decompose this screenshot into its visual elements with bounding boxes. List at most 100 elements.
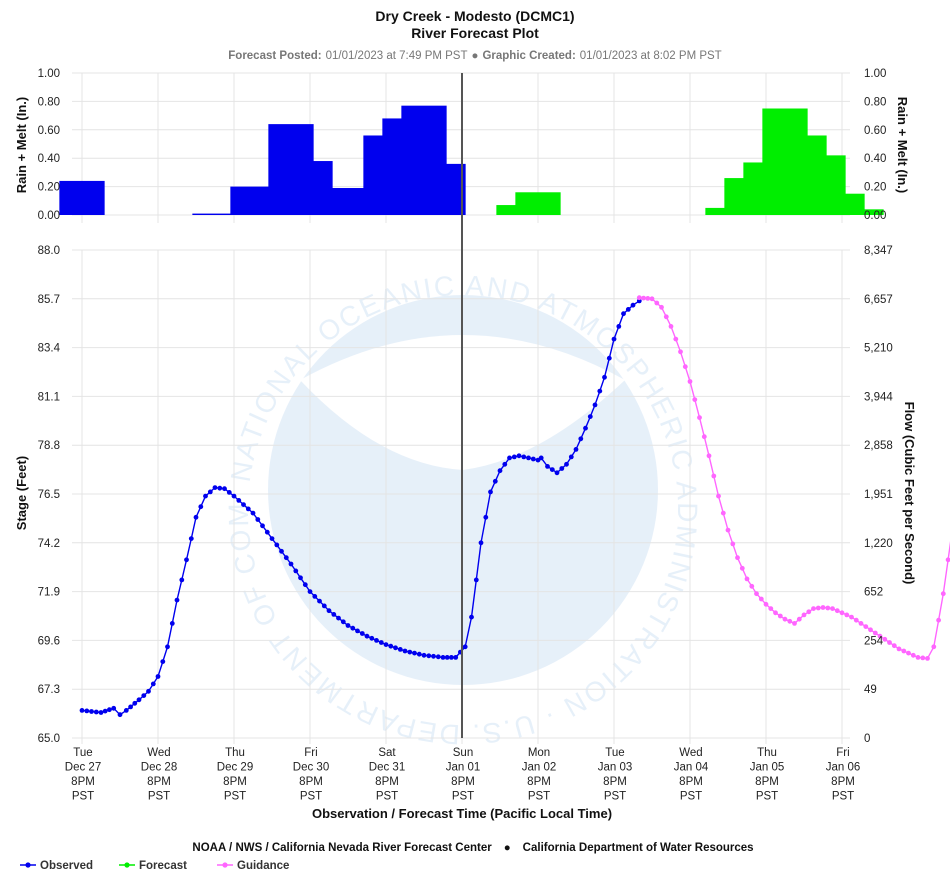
data-point-observed	[165, 644, 170, 650]
xtick-label: PST	[680, 791, 702, 803]
xtick-label: 8PM	[375, 776, 399, 788]
data-point-observed	[469, 614, 474, 620]
data-point-observed	[222, 486, 227, 492]
flow-ytick: 8,347	[864, 245, 893, 257]
flow-yticks-right: 0 49 254 652 1,220 1,951 2,858 3,944 5,210 6,657 8…	[864, 245, 893, 745]
data-point-guidance	[663, 314, 669, 320]
xtick-label: 8PM	[831, 776, 855, 788]
precip-ytick-right: 0.00	[864, 210, 886, 222]
data-point-observed	[583, 425, 588, 431]
data-point-guidance	[891, 643, 897, 649]
data-point-observed	[359, 631, 365, 636]
data-point-observed	[374, 638, 379, 643]
data-point-observed	[621, 311, 626, 317]
data-point-observed	[150, 681, 156, 687]
credit-right: California Department of Water Resources	[523, 842, 754, 854]
data-point-observed	[592, 402, 598, 408]
data-point-observed	[511, 454, 517, 460]
data-point-observed	[321, 603, 327, 609]
xtick-label: 8PM	[71, 776, 95, 788]
data-point-observed	[393, 645, 398, 651]
data-point-guidance	[754, 591, 759, 597]
data-point-observed	[198, 504, 204, 510]
data-point-guidance	[906, 650, 911, 656]
data-point-guidance	[853, 617, 859, 623]
data-point-observed	[587, 414, 593, 419]
precip-bar-forecast	[515, 192, 561, 215]
data-point-observed	[616, 324, 622, 329]
posted-line: Forecast Posted: 01/01/2023 at 7:49 PM PS…	[228, 50, 721, 62]
data-point-observed	[174, 597, 180, 603]
xtick-label: Thu	[225, 747, 245, 759]
data-point-observed	[236, 498, 242, 503]
data-point-observed	[283, 555, 289, 561]
legend-label: Forecast	[139, 860, 187, 872]
data-point-guidance	[768, 606, 774, 611]
flow-ytick: 6,657	[864, 294, 893, 306]
precip-ylabel-left: Rain + Melt (In.)	[14, 97, 29, 193]
xtick-label: Tue	[73, 747, 92, 759]
data-point-observed	[336, 615, 341, 621]
precip-bar-observed	[192, 213, 238, 215]
data-point-observed	[606, 355, 612, 361]
data-point-guidance	[725, 527, 731, 533]
data-point-guidance	[792, 621, 797, 626]
data-point-observed	[128, 704, 134, 710]
precip-ytick-left: 0.60	[38, 125, 60, 137]
data-point-guidance	[820, 605, 826, 610]
xtick-label: PST	[300, 791, 322, 803]
xtick-label: Jan 05	[750, 762, 785, 774]
data-point-observed	[483, 514, 489, 520]
data-point-guidance	[739, 565, 745, 571]
data-point-observed	[355, 628, 360, 634]
data-point-guidance	[877, 633, 883, 639]
flow-ytick: 5,210	[864, 343, 893, 355]
data-point-guidance	[868, 627, 873, 633]
data-point-observed	[538, 455, 544, 461]
stage-ytick: 85.7	[38, 294, 60, 306]
xtick-label: 8PM	[451, 776, 475, 788]
data-point-observed	[160, 659, 166, 664]
data-point-observed	[117, 712, 123, 718]
data-point-guidance	[654, 300, 660, 306]
data-point-observed	[269, 536, 275, 541]
data-point-guidance	[901, 648, 907, 654]
data-point-observed	[226, 490, 232, 495]
data-point-guidance	[701, 434, 707, 440]
data-point-guidance	[896, 646, 902, 652]
data-point-guidance	[758, 596, 764, 602]
xaxis-label: Observation / Forecast Time (Pacific Loc…	[312, 806, 612, 821]
xtick-label: Thu	[757, 747, 777, 759]
data-point-guidance	[936, 617, 941, 623]
header-bullet: ●	[472, 50, 479, 62]
data-point-guidance	[777, 613, 783, 619]
xtick-label: Jan 04	[674, 762, 709, 774]
stage-ytick: 67.3	[38, 684, 60, 696]
data-point-guidance	[910, 652, 916, 658]
flow-ytick: 1,951	[864, 489, 893, 501]
data-point-guidance	[945, 557, 950, 563]
xtick-label: Jan 01	[446, 762, 481, 774]
data-point-guidance	[915, 655, 921, 660]
data-point-observed	[212, 485, 218, 490]
data-point-observed	[578, 436, 584, 442]
data-point-guidance	[801, 612, 807, 618]
data-point-observed	[602, 374, 607, 380]
precip-ytick-left: 0.20	[38, 182, 60, 194]
data-point-observed	[397, 647, 403, 652]
data-point-observed	[317, 598, 322, 604]
xtick-label: 8PM	[603, 776, 627, 788]
data-point-guidance	[692, 397, 698, 402]
precip-yticks-left: 0.00 0.20 0.40 0.60 0.80 1.00	[38, 68, 60, 222]
data-point-observed	[260, 523, 265, 529]
xtick-label: PST	[604, 791, 626, 803]
xtick-label: PST	[756, 791, 778, 803]
posted-label: Forecast Posted:	[228, 50, 321, 62]
data-point-guidance	[940, 591, 946, 597]
created-value: 01/01/2023 at 8:02 PM PST	[580, 50, 722, 62]
flow-ytick: 0	[864, 733, 870, 745]
precip-ytick-right: 0.80	[864, 96, 886, 108]
data-point-guidance	[636, 295, 642, 301]
xtick-label: PST	[832, 791, 854, 803]
